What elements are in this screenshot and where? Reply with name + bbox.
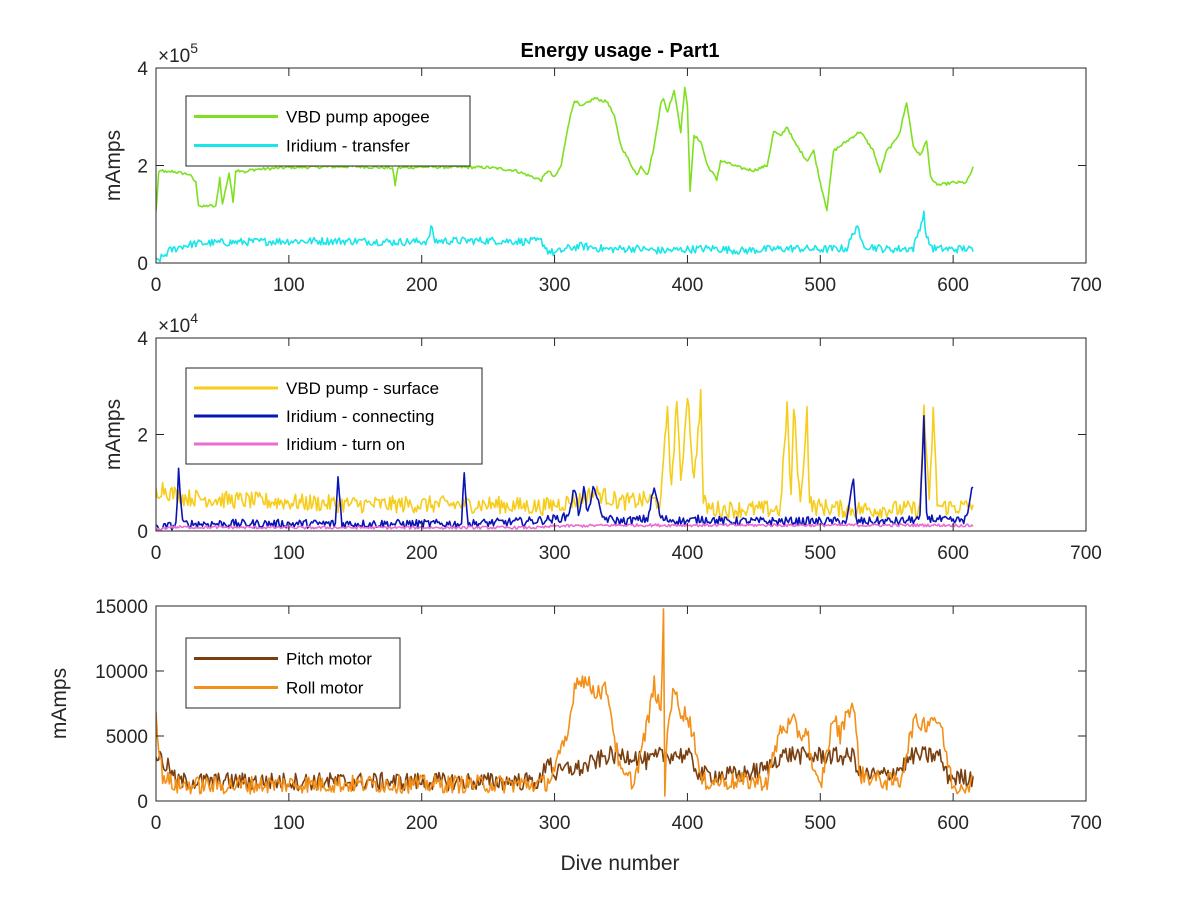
x-tick-label: 300 <box>539 813 571 834</box>
figure-title: Energy usage - Part1 <box>521 40 720 62</box>
series-line-1 <box>156 86 974 212</box>
x-tick-label: 700 <box>1070 543 1102 564</box>
x-tick-label: 400 <box>672 543 704 564</box>
legend-label: Iridium - turn on <box>286 435 405 454</box>
x-tick-label: 400 <box>672 275 704 296</box>
y-tick-label: 0 <box>137 254 148 275</box>
series-lines <box>156 608 974 797</box>
legend-label: Roll motor <box>286 679 364 698</box>
y-exponent-label: ×105 <box>158 40 198 67</box>
legend-label: Iridium - connecting <box>286 407 434 426</box>
y-tick-label: 0 <box>137 522 148 543</box>
series-lines <box>156 86 974 263</box>
legend-box <box>185 95 471 167</box>
y-tick-label: 5000 <box>106 727 148 748</box>
subplot-3: 0 100 200 300 400 500 600 700 0 5000 10000 15000 mAm… <box>48 597 1102 834</box>
y-exponent-label: ×104 <box>158 310 198 337</box>
x-tick-label: 600 <box>937 543 969 564</box>
x-tick-label: 700 <box>1070 275 1102 296</box>
x-tick-label: 500 <box>804 543 836 564</box>
legend: VBD pump apogee Iridium - transfer <box>185 95 471 167</box>
legend: VBD pump - surface Iridium - connecting Ir… <box>185 367 483 465</box>
y-tick-label: 15000 <box>95 597 148 618</box>
x-tick-label: 600 <box>937 275 969 296</box>
x-tick-label: 100 <box>273 813 305 834</box>
x-tick-label: 300 <box>539 543 571 564</box>
x-tick-label: 100 <box>273 543 305 564</box>
legend-label: Iridium - transfer <box>286 137 410 156</box>
series-line-1 <box>156 388 974 519</box>
subplot-1: 0 100 200 300 400 500 600 700 0 2 4 mAmps ×105 VBD pu… <box>102 40 1102 296</box>
subplot-2: 0 100 200 300 400 500 600 700 0 2 4 mAmps ×104 VBD pu… <box>102 310 1102 564</box>
legend-box <box>185 637 401 709</box>
y-tick-label: 2 <box>137 157 148 178</box>
y-tick-label: 0 <box>137 792 148 813</box>
legend-label: VBD pump - surface <box>286 379 439 398</box>
axes-box <box>155 605 1087 802</box>
x-axis-label: Dive number <box>560 852 679 875</box>
series-line-3 <box>156 522 974 531</box>
x-tick-label: 0 <box>151 275 162 296</box>
x-tick-label: 600 <box>937 813 969 834</box>
x-tick-label: 300 <box>539 275 571 296</box>
series-line-2 <box>156 608 974 797</box>
x-tick-label: 200 <box>406 275 438 296</box>
y-axis-label: mAmps <box>102 130 125 201</box>
y-tick-label: 2 <box>137 426 148 447</box>
series-lines <box>156 388 974 531</box>
x-tick-label: 700 <box>1070 813 1102 834</box>
legend: Pitch motor Roll motor <box>185 637 401 709</box>
y-axis-label: mAmps <box>102 399 125 470</box>
series-line-2 <box>156 415 974 531</box>
y-tick-label: 4 <box>137 329 148 350</box>
y-tick-label: 10000 <box>95 662 148 683</box>
x-tick-label: 500 <box>804 275 836 296</box>
x-tick-label: 100 <box>273 275 305 296</box>
legend-label: VBD pump apogee <box>286 108 430 127</box>
series-line-2 <box>156 210 974 263</box>
y-tick-label: 4 <box>137 59 148 80</box>
x-tick-label: 500 <box>804 813 836 834</box>
x-tick-label: 400 <box>672 813 704 834</box>
x-tick-label: 200 <box>406 543 438 564</box>
series-line-1 <box>156 745 974 792</box>
legend-label: Pitch motor <box>286 650 372 669</box>
x-tick-label: 200 <box>406 813 438 834</box>
x-tick-label: 0 <box>151 813 162 834</box>
y-axis-label: mAmps <box>48 668 71 739</box>
x-tick-label: 0 <box>151 543 162 564</box>
